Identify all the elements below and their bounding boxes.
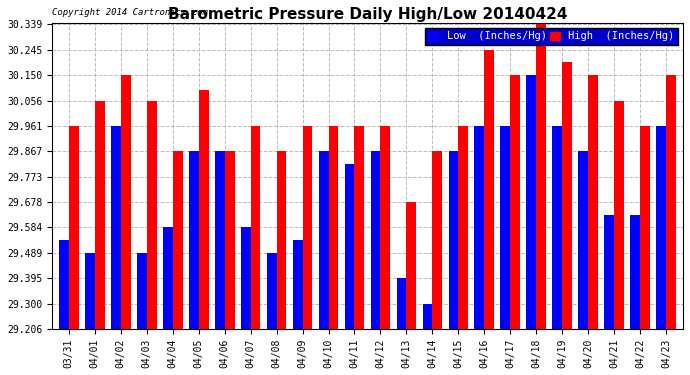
Bar xyxy=(458,126,469,329)
Bar xyxy=(448,151,458,329)
Bar xyxy=(355,126,364,329)
Bar xyxy=(631,215,640,329)
Bar xyxy=(422,304,433,329)
Bar xyxy=(302,126,313,329)
Title: Barometric Pressure Daily High/Low 20140424: Barometric Pressure Daily High/Low 20140… xyxy=(168,7,567,22)
Bar xyxy=(267,253,277,329)
Bar xyxy=(293,240,302,329)
Bar xyxy=(111,126,121,329)
Bar xyxy=(95,100,105,329)
Bar xyxy=(199,90,208,329)
Bar xyxy=(553,126,562,329)
Text: Copyright 2014 Cartronics.com: Copyright 2014 Cartronics.com xyxy=(52,8,208,17)
Bar xyxy=(656,126,666,329)
Bar xyxy=(511,75,520,329)
Bar xyxy=(319,151,328,329)
Bar xyxy=(433,151,442,329)
Bar xyxy=(121,75,130,329)
Bar xyxy=(406,202,416,329)
Bar xyxy=(666,75,676,329)
Bar xyxy=(475,126,484,329)
Bar xyxy=(614,100,624,329)
Bar xyxy=(215,151,225,329)
Bar xyxy=(172,151,183,329)
Bar xyxy=(500,126,511,329)
Bar xyxy=(604,215,614,329)
Bar xyxy=(277,151,286,329)
Legend: Low  (Inches/Hg), High  (Inches/Hg): Low (Inches/Hg), High (Inches/Hg) xyxy=(425,28,678,45)
Bar xyxy=(536,24,546,329)
Bar xyxy=(328,126,338,329)
Bar xyxy=(163,227,172,329)
Bar xyxy=(589,75,598,329)
Bar xyxy=(137,253,147,329)
Bar xyxy=(241,227,250,329)
Bar xyxy=(380,126,391,329)
Bar xyxy=(250,126,261,329)
Bar xyxy=(371,151,380,329)
Bar xyxy=(526,75,536,329)
Bar xyxy=(344,164,355,329)
Bar xyxy=(397,278,406,329)
Bar xyxy=(578,151,589,329)
Bar xyxy=(69,126,79,329)
Bar xyxy=(640,126,650,329)
Bar xyxy=(562,62,572,329)
Bar xyxy=(189,151,199,329)
Bar xyxy=(59,240,69,329)
Bar xyxy=(225,151,235,329)
Bar xyxy=(147,100,157,329)
Bar xyxy=(484,50,494,329)
Bar xyxy=(85,253,95,329)
